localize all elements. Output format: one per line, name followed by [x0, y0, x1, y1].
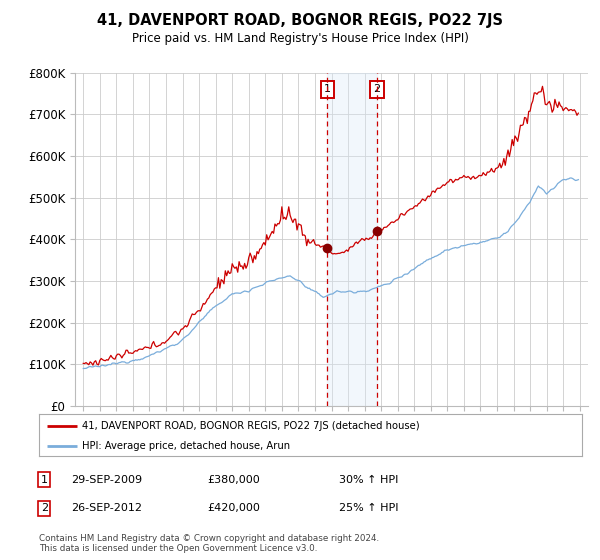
Text: 1: 1	[41, 475, 48, 485]
Bar	[328, 73, 377, 406]
Text: 1: 1	[324, 85, 331, 95]
Text: £380,000: £380,000	[207, 475, 260, 485]
Text: 41, DAVENPORT ROAD, BOGNOR REGIS, PO22 7JS (detached house): 41, DAVENPORT ROAD, BOGNOR REGIS, PO22 7…	[82, 421, 420, 431]
Text: 26-SEP-2012: 26-SEP-2012	[71, 503, 142, 514]
Text: 2: 2	[41, 503, 48, 514]
Text: 29-SEP-2009: 29-SEP-2009	[71, 475, 142, 485]
Text: 30% ↑ HPI: 30% ↑ HPI	[339, 475, 398, 485]
Text: HPI: Average price, detached house, Arun: HPI: Average price, detached house, Arun	[82, 441, 290, 451]
Text: 25% ↑ HPI: 25% ↑ HPI	[339, 503, 398, 514]
Text: £420,000: £420,000	[207, 503, 260, 514]
Text: Contains HM Land Registry data © Crown copyright and database right 2024.
This d: Contains HM Land Registry data © Crown c…	[39, 534, 379, 553]
Text: Price paid vs. HM Land Registry's House Price Index (HPI): Price paid vs. HM Land Registry's House …	[131, 32, 469, 45]
Text: 41, DAVENPORT ROAD, BOGNOR REGIS, PO22 7JS: 41, DAVENPORT ROAD, BOGNOR REGIS, PO22 7…	[97, 13, 503, 28]
Text: 2: 2	[373, 85, 380, 95]
